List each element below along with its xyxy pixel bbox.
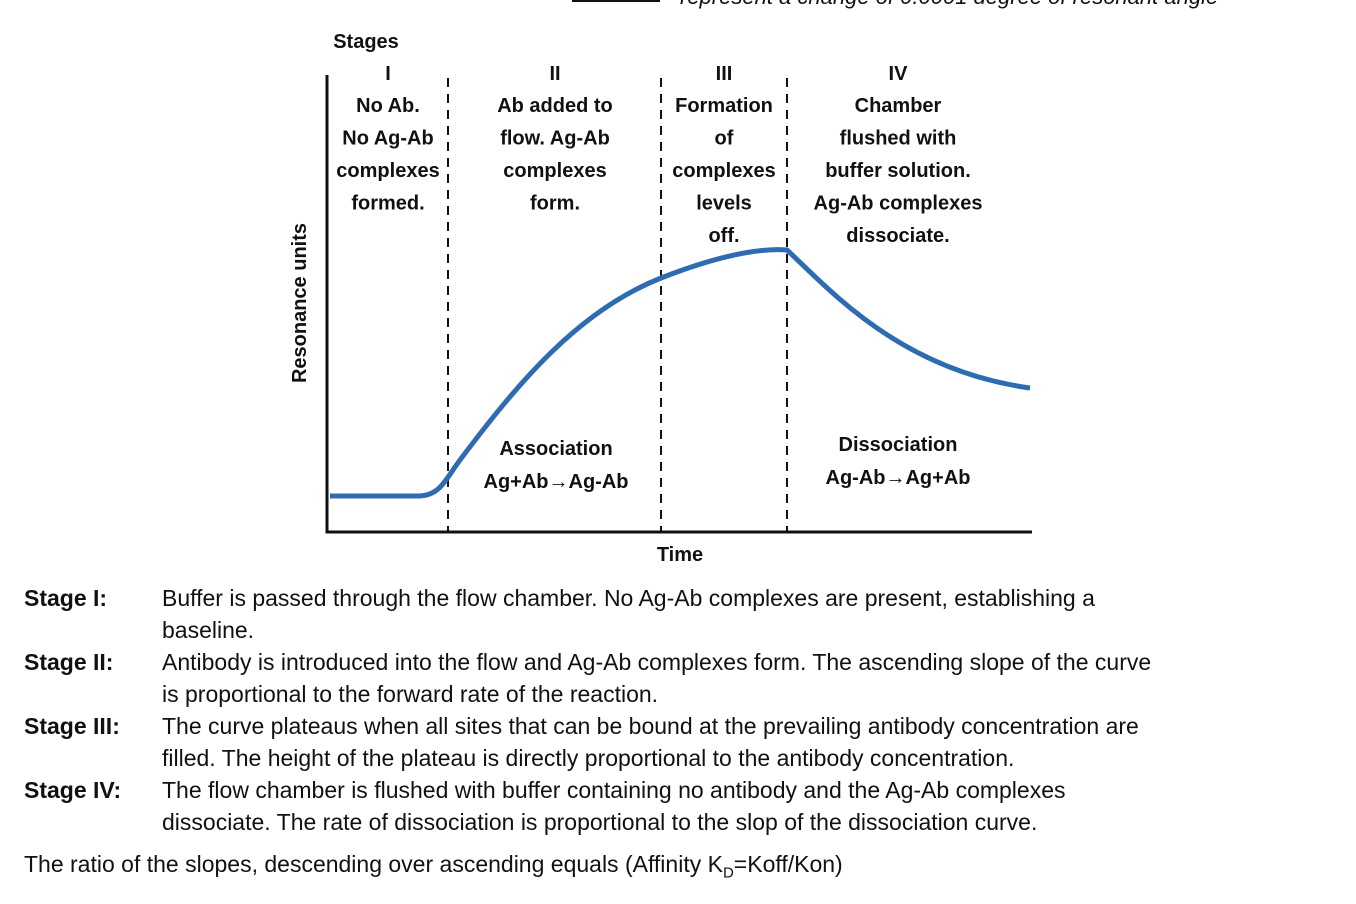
stage-numeral: I	[385, 63, 391, 85]
association-title: Association	[499, 438, 612, 460]
stage-description: Chamber	[855, 95, 942, 117]
association-equation: Ag+Ab→Ag-Ab	[484, 471, 629, 493]
stage-numeral: IV	[889, 63, 909, 85]
note-text: Antibody is introduced into the flow and…	[162, 649, 1152, 675]
note-text: dissociate. The rate of dissociation is …	[162, 809, 1038, 835]
stage-description: complexes	[503, 160, 606, 182]
y-axis-label: Resonance units	[289, 223, 311, 383]
note-label: Stage III:	[24, 713, 120, 739]
note-text: Buffer is passed through the flow chambe…	[162, 585, 1095, 611]
stage-description: formed.	[351, 193, 424, 215]
stage-description: of	[715, 128, 734, 150]
note-text: filled. The height of the plateau is dir…	[162, 745, 1015, 771]
stage-description: levels	[696, 193, 752, 215]
stage-description: Formation	[675, 95, 773, 117]
axes	[325, 75, 1032, 534]
footer: The ratio of the slopes, descending over…	[24, 848, 843, 890]
stage-description: Ab added to	[497, 95, 613, 117]
footer-text: The ratio of the slopes, descending over…	[24, 851, 723, 877]
stage-numeral: III	[716, 63, 733, 85]
note-label: Stage II:	[24, 649, 114, 675]
dissociation-title: Dissociation	[839, 434, 958, 456]
stage-description: form.	[530, 193, 580, 215]
stage-description: complexes	[336, 160, 439, 182]
note-text: baseline.	[162, 617, 255, 643]
stage-numeral: II	[549, 63, 560, 85]
stage-description: off.	[708, 225, 739, 247]
stages-title: Stages	[333, 31, 399, 53]
x-axis-label: Time	[657, 544, 703, 566]
stage-description: dissociate.	[846, 225, 949, 247]
footer-subscript: D	[722, 864, 734, 882]
note-text: The flow chamber is flushed with buffer …	[162, 777, 1066, 803]
sensorgram-curve	[330, 247, 1031, 499]
footer-text: =Koff/Kon)	[733, 851, 843, 877]
dissociation-equation: Ag-Ab→Ag+Ab	[826, 467, 971, 489]
stage-description: flushed with	[840, 128, 957, 150]
stage-description: No Ab.	[356, 95, 420, 117]
stage-description: Ag-Ab complexes	[814, 193, 983, 215]
stage-description: flow. Ag-Ab	[500, 128, 610, 150]
stage-dividers	[447, 78, 788, 532]
stage-description: No Ag-Ab	[342, 128, 433, 150]
note-label: Stage I:	[24, 585, 108, 611]
stage-description: buffer solution.	[825, 160, 971, 182]
stage-description: complexes	[672, 160, 775, 182]
note-text: is proportional to the forward rate of t…	[162, 681, 659, 707]
note-label: Stage IV:	[24, 777, 122, 803]
note-text: The curve plateaus when all sites that c…	[162, 713, 1139, 739]
